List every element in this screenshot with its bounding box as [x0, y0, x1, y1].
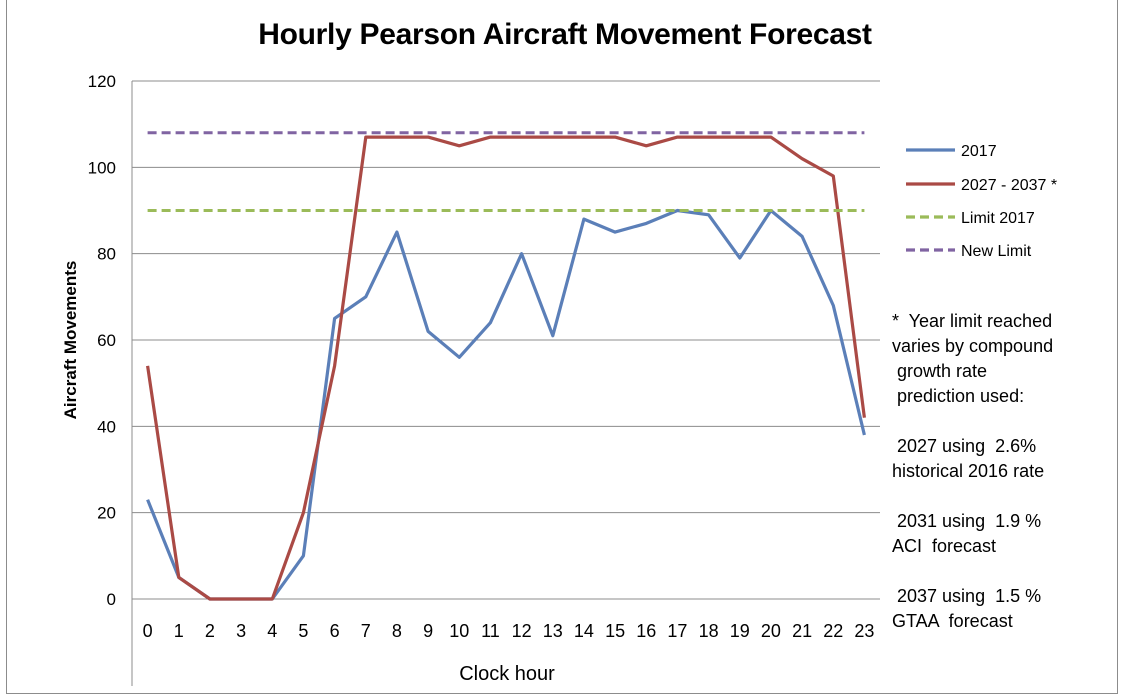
- y-tick-label: 60: [97, 331, 116, 350]
- chart-frame: [6, 0, 1118, 694]
- annotation-line: growth rate: [892, 361, 988, 381]
- annotation-line: * Year limit reached: [892, 311, 1053, 331]
- gridlines: [132, 80, 880, 514]
- x-tick-label: 5: [298, 621, 308, 641]
- x-axis-title: Clock hour: [459, 663, 555, 685]
- legend-label: New Limit: [961, 243, 1032, 260]
- x-tick-label: 8: [392, 621, 402, 641]
- series-line-2: [146, 135, 866, 601]
- annotation-line: varies by compound: [892, 336, 1054, 356]
- x-tick-label: 13: [543, 621, 563, 641]
- legend-label: 2027 - 2037 *: [961, 177, 1057, 194]
- annotation-line: historical 2016 rate: [892, 461, 1045, 481]
- annotation-line: prediction used:: [892, 386, 1025, 406]
- annotation-line: ACI forecast: [892, 536, 997, 556]
- y-tick-label: 120: [88, 72, 116, 91]
- y-tick-label: 0: [107, 590, 116, 609]
- series-lines: [146, 131, 866, 601]
- chart-title: Hourly Pearson Aircraft Movement Forecas…: [258, 18, 872, 51]
- x-tick-label: 10: [449, 621, 469, 641]
- x-tick-label: 14: [574, 621, 594, 641]
- annotation-line: 2031 using 1.9 %: [892, 511, 1042, 531]
- x-tick-label: 0: [143, 621, 153, 641]
- x-tick-label: 11: [481, 621, 500, 641]
- x-tick-label: 17: [667, 621, 687, 641]
- y-tick-label: 100: [88, 158, 116, 177]
- x-tick-label: 22: [823, 621, 843, 641]
- x-tick-label: 7: [361, 621, 371, 641]
- x-tick-label: 9: [423, 621, 433, 641]
- x-tick-label: 19: [730, 621, 750, 641]
- annotation-line: [892, 559, 1118, 584]
- x-tick-label: 23: [854, 621, 874, 641]
- x-tick-label: 16: [636, 621, 656, 641]
- x-tick-label: 15: [605, 621, 625, 641]
- x-tick-labels: 0 1 2 3 4 5 6 7 8 9 10 11 12 13 14 15 16 17 18 19 20 21 22 23: [143, 621, 875, 641]
- annotation-line: 2037 using 1.5 %: [892, 586, 1042, 606]
- x-tick-label: 20: [761, 621, 781, 641]
- x-tick-label: 3: [236, 621, 246, 641]
- x-tick-label: 4: [267, 621, 277, 641]
- legend-label: 2017: [961, 143, 997, 160]
- x-tick-label: 1: [174, 621, 184, 641]
- annotation-line: 2027 using 2.6%: [892, 436, 1037, 456]
- y-axis-title: Aircraft Movements: [61, 261, 80, 420]
- x-tick-label: 21: [792, 621, 812, 641]
- annotation-line: [892, 409, 1118, 434]
- annotation-line: GTAA forecast: [892, 611, 1013, 631]
- x-tick-label: 12: [512, 621, 532, 641]
- annotation-note: * Year limit reached varies by compound g…: [892, 309, 1118, 634]
- axes: [131, 81, 880, 686]
- legend-label: Limit 2017: [961, 210, 1035, 227]
- y-tick-label: 80: [97, 245, 116, 264]
- annotation-line: [892, 484, 1118, 509]
- x-tick-label: 6: [330, 621, 340, 641]
- y-tick-label: 40: [97, 417, 116, 436]
- y-tick-label: 20: [97, 504, 116, 523]
- x-tick-label: 18: [699, 621, 719, 641]
- y-tick-labels: 0 20 40 60 80 100 120: [88, 72, 116, 609]
- legend: 2017 2027 - 2037 * Limit 2017 New Limit: [906, 143, 1057, 260]
- series-line-1: [146, 208, 866, 601]
- x-tick-label: 2: [205, 621, 215, 641]
